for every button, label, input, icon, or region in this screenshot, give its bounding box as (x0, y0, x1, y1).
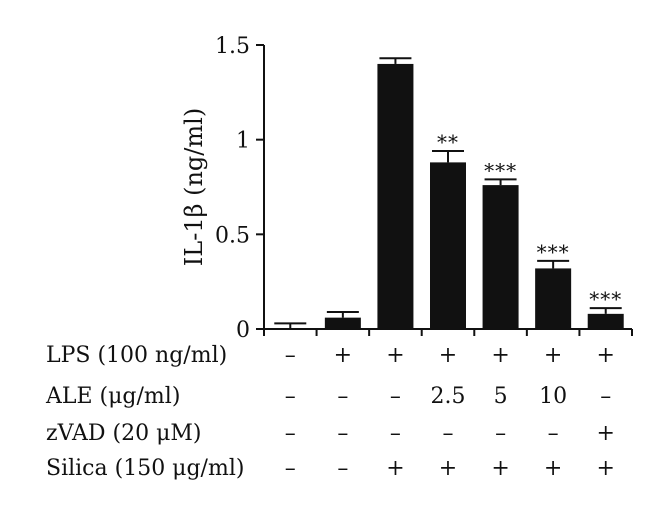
condition-cell: – (600, 384, 611, 409)
y-tick-label: 0.5 (215, 223, 250, 248)
condition-cell: + (386, 456, 404, 481)
y-axis-label: IL-1β (ng/ml) (180, 108, 208, 266)
bars (324, 63, 624, 329)
bar (587, 313, 624, 329)
condition-cell: – (495, 421, 506, 446)
condition-cell: + (596, 456, 614, 481)
condition-cell: – (337, 456, 348, 481)
condition-cell: – (285, 343, 296, 368)
condition-row-label: ALE (μg/ml) (45, 384, 180, 409)
condition-cell: – (548, 421, 559, 446)
condition-cell: – (390, 421, 401, 446)
significance-marks: *********** (437, 130, 622, 311)
condition-cell: + (439, 343, 457, 368)
condition-cell: + (491, 456, 509, 481)
condition-row-label: zVAD (20 μM) (46, 421, 201, 446)
condition-cell: – (285, 421, 296, 446)
bar (482, 185, 519, 329)
condition-cell: – (390, 384, 401, 409)
condition-row-label: LPS (100 ng/ml) (46, 343, 227, 368)
y-ticks: 0 0.5 1 1.5 (215, 34, 633, 343)
bar (430, 162, 466, 329)
condition-row-label: Silica (150 μg/ml) (46, 456, 244, 481)
condition-cell: – (337, 384, 348, 409)
y-tick-label: 1.5 (215, 34, 250, 59)
condition-cell: + (544, 343, 562, 368)
condition-cell: 2.5 (431, 384, 466, 409)
bar (535, 268, 572, 329)
bar (377, 63, 414, 329)
condition-cell: + (334, 343, 352, 368)
condition-cell: – (285, 456, 296, 481)
significance-label: ** (437, 130, 459, 154)
condition-cell: + (386, 343, 404, 368)
condition-cell: – (337, 421, 348, 446)
y-tick-label: 1 (236, 129, 250, 154)
y-tick-label: 0 (236, 318, 250, 343)
condition-cell: 5 (494, 384, 508, 409)
condition-cell: + (596, 421, 614, 446)
condition-cell: + (439, 456, 457, 481)
condition-cell: 10 (539, 384, 567, 409)
condition-cell: + (491, 343, 509, 368)
significance-label: *** (484, 158, 517, 182)
condition-cell: + (596, 343, 614, 368)
condition-cell: + (544, 456, 562, 481)
condition-cell: – (443, 421, 454, 446)
error-bars (274, 57, 622, 329)
condition-table: LPS (100 ng/ml) – + + + + + + ALE (μg/ml) – – – 2.5 5… (45, 343, 615, 481)
significance-label: *** (537, 240, 570, 264)
bar (324, 317, 361, 329)
condition-cell: – (285, 384, 296, 409)
significance-label: *** (589, 287, 622, 311)
